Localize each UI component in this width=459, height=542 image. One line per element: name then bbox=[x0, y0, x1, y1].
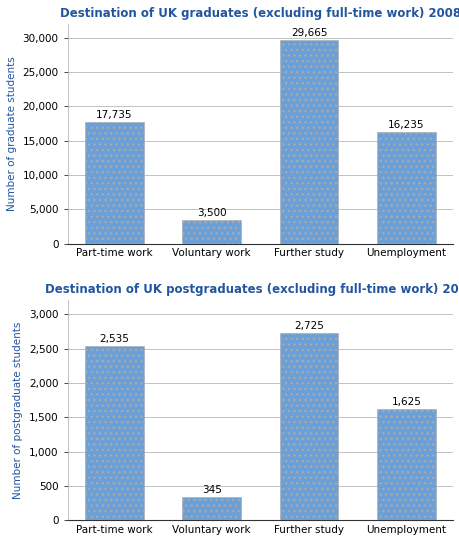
Bar bbox=[376, 132, 435, 244]
Text: 345: 345 bbox=[202, 485, 221, 495]
Text: 1,625: 1,625 bbox=[391, 397, 420, 407]
Bar bbox=[376, 409, 435, 520]
Bar bbox=[182, 220, 241, 244]
Text: 2,535: 2,535 bbox=[99, 334, 129, 344]
Text: 17,735: 17,735 bbox=[96, 110, 132, 120]
Title: Destination of UK postgraduates (excluding full-time work) 2008: Destination of UK postgraduates (excludi… bbox=[45, 283, 459, 296]
Y-axis label: Number of graduate students: Number of graduate students bbox=[7, 56, 17, 211]
Bar bbox=[85, 346, 143, 520]
Text: 3,500: 3,500 bbox=[196, 208, 226, 218]
Title: Destination of UK graduates (excluding full-time work) 2008: Destination of UK graduates (excluding f… bbox=[60, 7, 459, 20]
Bar bbox=[182, 496, 241, 520]
Text: 29,665: 29,665 bbox=[290, 28, 326, 38]
Bar bbox=[279, 40, 337, 244]
Text: 2,725: 2,725 bbox=[293, 321, 323, 331]
Bar bbox=[85, 122, 143, 244]
Bar bbox=[279, 333, 337, 520]
Text: 16,235: 16,235 bbox=[387, 120, 424, 131]
Y-axis label: Number of postgraduate students: Number of postgraduate students bbox=[13, 321, 23, 499]
